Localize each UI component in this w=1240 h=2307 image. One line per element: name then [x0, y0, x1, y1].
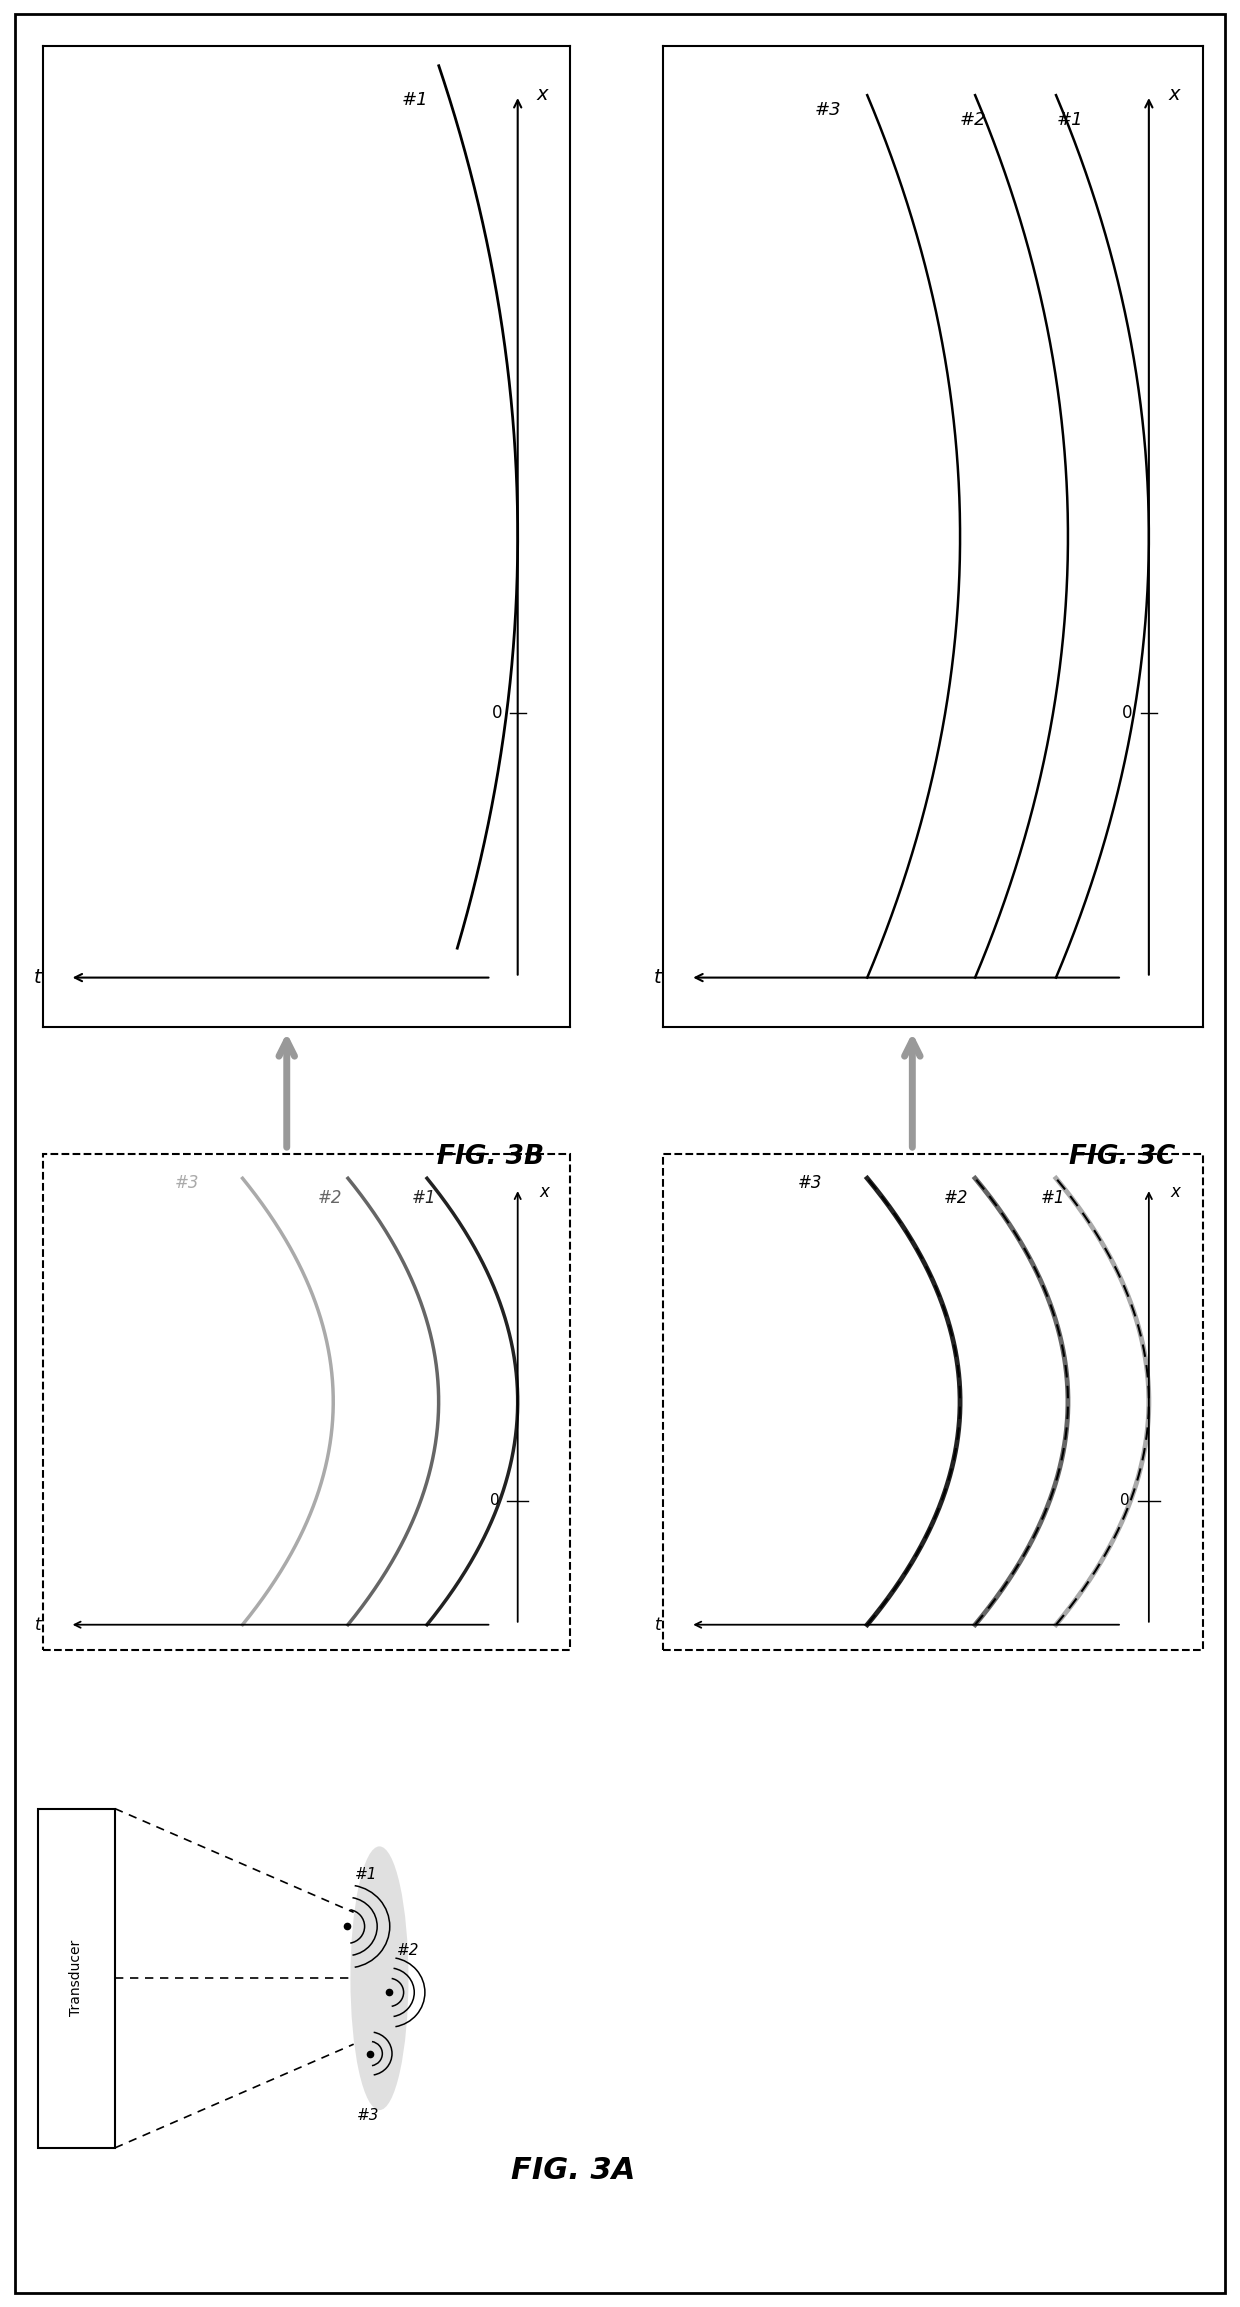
Text: #2: #2 [317, 1188, 342, 1207]
Text: FIG. 3C: FIG. 3C [1069, 1144, 1176, 1170]
Text: $x$: $x$ [539, 1183, 552, 1202]
Text: $t$: $t$ [655, 1615, 663, 1633]
Text: #1: #1 [413, 1188, 436, 1207]
Text: $t$: $t$ [35, 1615, 43, 1633]
Text: Transducer: Transducer [69, 1940, 83, 2016]
Text: #3: #3 [357, 2109, 379, 2122]
Text: #1: #1 [1058, 111, 1084, 129]
Text: #3: #3 [799, 1174, 823, 1193]
Text: #1: #1 [402, 90, 428, 108]
Text: #2: #2 [960, 111, 987, 129]
Text: $t$: $t$ [33, 969, 43, 987]
Text: 0: 0 [1122, 704, 1132, 722]
Text: #3: #3 [815, 102, 841, 118]
Text: $x$: $x$ [1168, 85, 1182, 104]
Text: FIG. 3B: FIG. 3B [436, 1144, 544, 1170]
Text: #3: #3 [175, 1174, 200, 1193]
Text: $x$: $x$ [1171, 1183, 1183, 1202]
Text: 0: 0 [1121, 1493, 1130, 1509]
Text: 0: 0 [491, 704, 502, 722]
Text: #1: #1 [355, 1866, 377, 1883]
Ellipse shape [351, 1846, 408, 2111]
Text: #2: #2 [944, 1188, 968, 1207]
Text: #1: #1 [1042, 1188, 1065, 1207]
Text: #2: #2 [397, 1942, 419, 1959]
Text: $x$: $x$ [536, 85, 551, 104]
FancyBboxPatch shape [37, 1809, 115, 2148]
Text: 0: 0 [490, 1493, 500, 1509]
Text: $t$: $t$ [653, 969, 663, 987]
Text: FIG. 3A: FIG. 3A [511, 2157, 635, 2185]
